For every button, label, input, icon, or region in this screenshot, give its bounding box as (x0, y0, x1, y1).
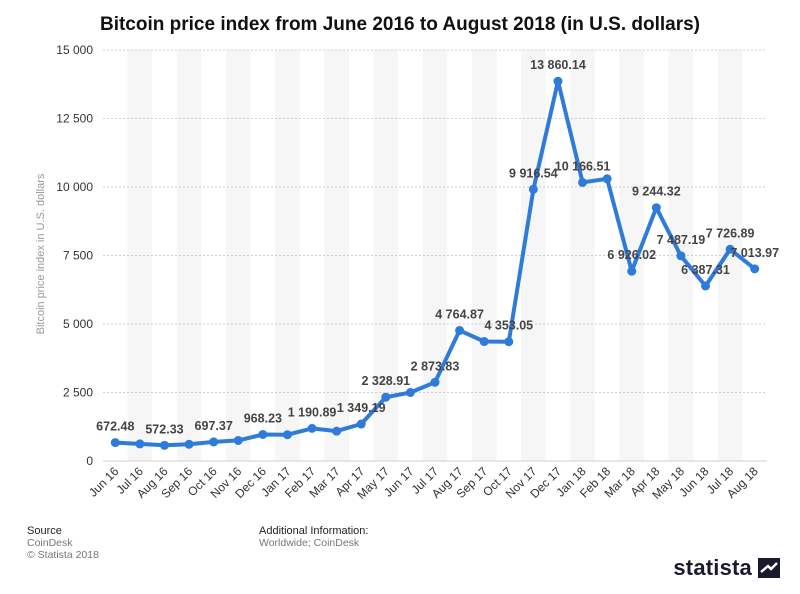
additional-info-value: Worldwide; CoinDesk (259, 537, 360, 549)
data-point (307, 423, 317, 433)
data-point (578, 177, 588, 187)
data-point (602, 174, 612, 184)
column-band (373, 50, 399, 461)
data-point (258, 429, 268, 439)
data-label: 7 726.89 (706, 226, 755, 240)
data-label: 697.37 (195, 419, 233, 433)
gridlines (103, 49, 767, 462)
data-point (209, 437, 219, 447)
data-label: 7 487.19 (657, 233, 706, 247)
data-point (455, 325, 465, 335)
statista-brand[interactable]: statista (673, 555, 780, 581)
data-label: 6 926.02 (607, 248, 656, 262)
y-axis-ticks: 0 2 500 5 000 7 500 10 000 12 500 15 000 (56, 43, 93, 468)
y-tick-label: 15 000 (56, 43, 93, 57)
additional-info-block: Additional Information: Worldwide; CoinD… (259, 525, 368, 549)
x-tick-label: Jun 16 (86, 464, 122, 500)
data-label: 7 013.97 (730, 246, 779, 260)
data-label: 672.48 (96, 420, 134, 434)
data-label: 4 353.05 (484, 319, 533, 333)
y-tick-label: 12 500 (56, 112, 93, 126)
data-point (504, 337, 514, 347)
y-tick-label: 2 500 (63, 386, 93, 400)
column-band (570, 50, 595, 461)
source-block: Source CoinDesk © Statista 2018 (27, 525, 99, 561)
data-point (110, 438, 120, 448)
data-point (405, 388, 415, 397)
y-tick-label: 0 (86, 454, 93, 468)
data-point (135, 439, 145, 449)
data-labels: 672.48 572.33 697.37 968.23 1 190.89 1 349.19… (96, 58, 779, 436)
brand-name: statista (673, 555, 752, 580)
data-label: 9 916.54 (509, 166, 558, 180)
y-tick-label: 10 000 (56, 180, 93, 194)
data-point (701, 281, 711, 291)
y-tick-label: 7 500 (63, 249, 93, 263)
statista-logo-icon (758, 558, 780, 578)
data-point (479, 337, 489, 347)
y-tick-label: 5 000 (63, 317, 93, 331)
data-label: 572.33 (145, 422, 183, 436)
data-point (184, 439, 194, 449)
data-point (750, 264, 760, 274)
data-label: 2 328.91 (361, 374, 410, 388)
data-point (553, 76, 563, 86)
data-point (430, 377, 440, 387)
data-label: 13 860.14 (530, 58, 586, 72)
series-points (110, 76, 760, 450)
chart-title: Bitcoin price index from June 2016 to Au… (99, 14, 701, 35)
data-point (651, 203, 661, 213)
data-label: 9 244.32 (632, 185, 681, 199)
data-label: 10 166.51 (555, 159, 611, 173)
source-heading: Source (27, 525, 62, 537)
data-point (725, 244, 735, 254)
data-point (332, 426, 342, 436)
data-point (233, 435, 243, 445)
line-chart: 0 2 500 5 000 7 500 10 000 12 500 15 000 Jun 1… (35, 43, 779, 502)
column-band (225, 50, 251, 461)
data-point (356, 419, 366, 429)
data-label: 1 190.89 (288, 405, 337, 419)
y-axis-label: Bitcoin price index in U.S. dollars (35, 173, 47, 334)
column-band (521, 50, 546, 461)
copyright: © Statista 2018 (27, 549, 99, 561)
source-value: CoinDesk (27, 537, 73, 549)
data-point (381, 392, 391, 402)
data-point (528, 184, 538, 194)
data-label: 6 387.31 (681, 263, 730, 277)
additional-info-heading: Additional Information: (259, 525, 369, 537)
data-point (627, 266, 637, 276)
data-label: 2 873.83 (411, 359, 460, 373)
data-point (159, 440, 169, 450)
data-label: 4 764.87 (435, 307, 484, 321)
data-label: 1 349.19 (337, 401, 386, 415)
data-label: 968.23 (244, 411, 282, 425)
data-point (676, 251, 686, 261)
data-point (282, 430, 292, 440)
